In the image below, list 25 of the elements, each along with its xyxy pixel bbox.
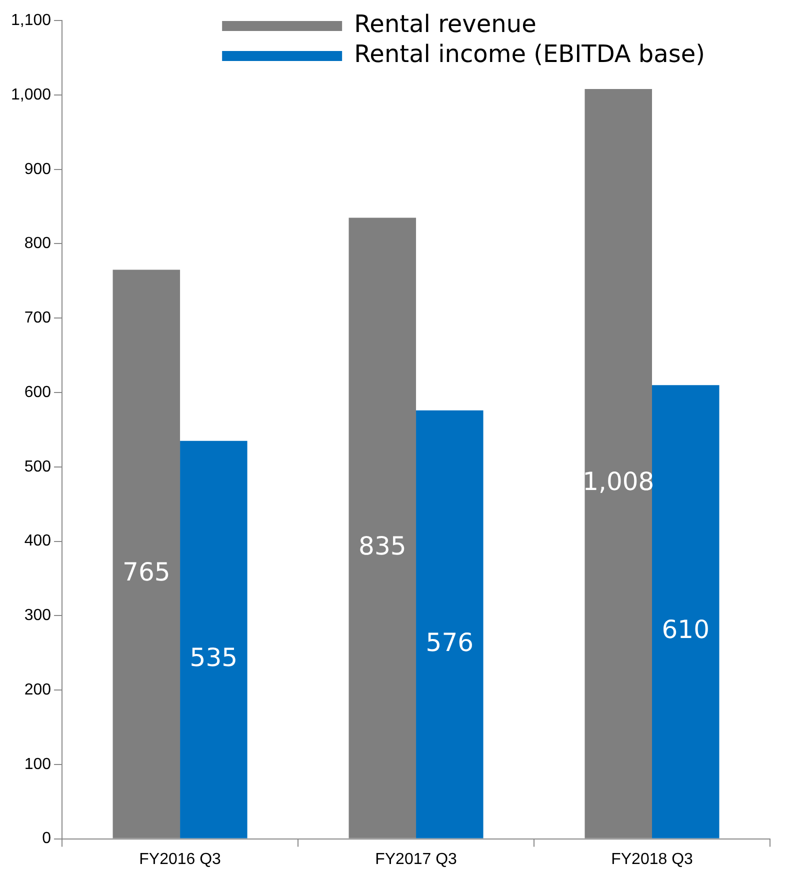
x-tick-label: FY2017 Q3 [375,850,458,868]
x-tick-label: FY2018 Q3 [611,850,694,868]
y-tick-label: 800 [24,235,52,252]
data-label: 765 [122,558,170,587]
y-tick-label: 100 [24,756,52,773]
bar [180,440,248,838]
x-tick-label: FY2016 Q3 [139,850,222,868]
y-tick-label: 600 [24,384,52,401]
y-tick-label: 300 [24,607,52,624]
y-tick-label: 500 [24,458,52,476]
y-tick-label: 900 [24,160,52,178]
y-tick-label: 400 [24,532,52,550]
data-label: 576 [426,628,474,657]
bar [652,385,720,838]
data-label: 610 [662,615,710,644]
y-tick-label: 1,000 [10,86,52,104]
legend-label: Rental revenue [354,10,536,38]
legend-label: Rental income (EBITDA base) [354,40,706,68]
y-tick-label: 0 [42,830,52,848]
y-tick-label: 200 [24,681,52,698]
data-label: 835 [358,532,406,561]
data-label: 535 [190,643,238,672]
bar [416,410,484,838]
y-tick-label: 1,100 [10,12,52,30]
y-tick-label: 700 [24,310,52,327]
